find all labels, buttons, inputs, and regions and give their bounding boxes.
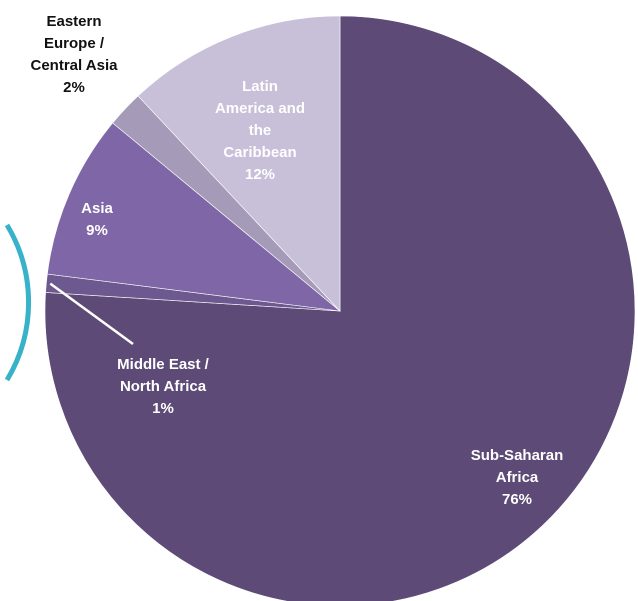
slice-percent-label: 2% xyxy=(63,79,85,96)
slice-percent-label: 76% xyxy=(502,491,532,508)
slice-category-label: Latin xyxy=(242,78,278,95)
slice-label-asia: Asia 9% xyxy=(81,200,113,239)
slice-category-label: Eastern xyxy=(46,13,101,30)
slice-category-label: Central Asia xyxy=(31,57,119,74)
slice-category-label: Middle East / xyxy=(117,356,210,373)
leader-line-middle-east xyxy=(49,282,134,346)
pie-slice-sub-saharan-africa xyxy=(44,15,636,601)
slice-category-label: Africa xyxy=(496,469,539,486)
slice-category-label: Europe / xyxy=(44,35,105,52)
slice-label-eastern-europe-central-asia: Eastern Europe / Central Asia 2% xyxy=(31,13,119,96)
slice-category-label: America and xyxy=(215,100,305,117)
slice-label-middle-east-north-africa: Middle East / North Africa 1% xyxy=(117,356,210,417)
slice-label-sub-saharan-africa: Sub-Saharan Africa 76% xyxy=(471,447,564,508)
pie-slice-latin-america-caribbean xyxy=(137,15,341,312)
slice-category-label: Asia xyxy=(81,200,113,217)
slice-percent-label: 9% xyxy=(86,222,108,239)
decorative-ring-arc xyxy=(4,223,32,382)
slice-category-label: Sub-Saharan xyxy=(471,447,564,464)
slice-category-label: Caribbean xyxy=(223,144,296,161)
slice-label-latin-america-caribbean: Latin America and the Caribbean 12% xyxy=(215,78,305,183)
slice-category-label: North Africa xyxy=(120,378,207,395)
slice-percent-label: 12% xyxy=(245,166,275,183)
slice-category-label: the xyxy=(249,122,272,139)
pie-slice-asia xyxy=(46,122,341,312)
slice-percent-label: 1% xyxy=(152,400,174,417)
